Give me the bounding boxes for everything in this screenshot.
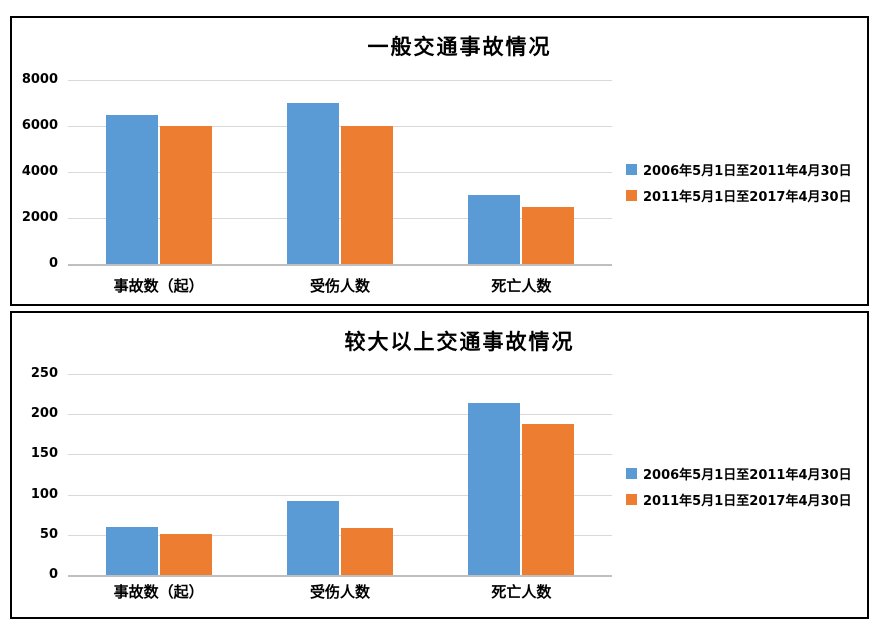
legend-swatch-icon [626,494,637,505]
category-label: 事故数（起） [113,277,204,295]
y-axis-tick-label: 6000 [21,118,58,133]
plot-area [68,374,612,577]
bar-series1-category3 [468,195,521,264]
chart-panel-general-accidents: 一般交通事故情况 0 2000 4000 6000 8000 事故数（起） 受伤人数 死亡人数 2… [10,16,869,306]
legend-label: 2006年5月1日至2011年4月30日 [643,164,852,179]
bar-series1-category1 [105,114,158,264]
y-axis-tick-label: 150 [30,446,58,462]
y-axis-tick-label: 4000 [21,164,58,179]
category-label: 死亡人数 [491,583,552,601]
bar-series1-category1 [105,526,158,575]
legend-swatch-icon [626,468,637,479]
gridline [68,126,612,127]
gridline [68,218,612,219]
legend-label: 2011年5月1日至2017年4月30日 [643,190,852,205]
legend: 2006年5月1日至2011年4月30日 2011年5月1日至2017年4月30日 [626,160,870,205]
category-label: 受伤人数 [309,277,370,295]
category-label: 死亡人数 [491,277,552,295]
y-axis-tick-label: 200 [30,406,58,422]
chart-title: 一般交通事故情况 [367,35,552,59]
legend-item: 2011年5月1日至2017年4月30日 [626,186,870,205]
legend: 2006年5月1日至2011年4月30日 2011年5月1日至2017年4月30日 [626,464,870,509]
bar-series1-category2 [287,103,339,264]
gridline [68,454,612,456]
gridline [68,534,612,536]
category-label: 受伤人数 [309,583,370,601]
chart-panel-major-accidents: 较大以上交通事故情况 0 50 100 150 200 250 事故数（起） 受伤人数 死亡人数 2… [10,311,869,619]
bar-series2-category1 [159,533,212,575]
bar-series2-category3 [522,423,575,575]
plot-area [68,80,612,266]
y-axis-tick-label: 0 [48,256,58,271]
legend-label: 2011年5月1日至2017年4月30日 [643,494,852,509]
legend-item: 2011年5月1日至2017年4月30日 [626,490,870,509]
legend-swatch-icon [626,164,637,175]
y-axis-tick-label: 8000 [21,72,58,87]
bar-series1-category2 [287,501,339,575]
legend-item: 2006年5月1日至2011年4月30日 [626,160,870,179]
bar-series2-category2 [341,528,393,575]
bar-series2-category2 [341,126,393,264]
y-axis-tick-label: 100 [30,486,58,502]
gridline [68,80,612,81]
y-axis-tick-label: 250 [30,366,58,381]
legend-label: 2006年5月1日至2011年4月30日 [643,468,852,483]
gridline [68,494,612,496]
bar-series1-category3 [468,402,521,575]
legend-item: 2006年5月1日至2011年4月30日 [626,464,870,483]
gridline [68,374,612,375]
gridline [68,172,612,173]
y-axis-tick-label: 50 [39,526,58,542]
legend-swatch-icon [626,190,637,201]
bar-series2-category3 [522,206,575,264]
y-axis-tick-label: 0 [48,567,58,582]
gridline [68,414,612,416]
bar-series2-category1 [159,126,212,264]
y-axis-tick-label: 2000 [21,210,58,225]
category-label: 事故数（起） [113,583,204,601]
chart-title: 较大以上交通事故情况 [344,330,575,354]
